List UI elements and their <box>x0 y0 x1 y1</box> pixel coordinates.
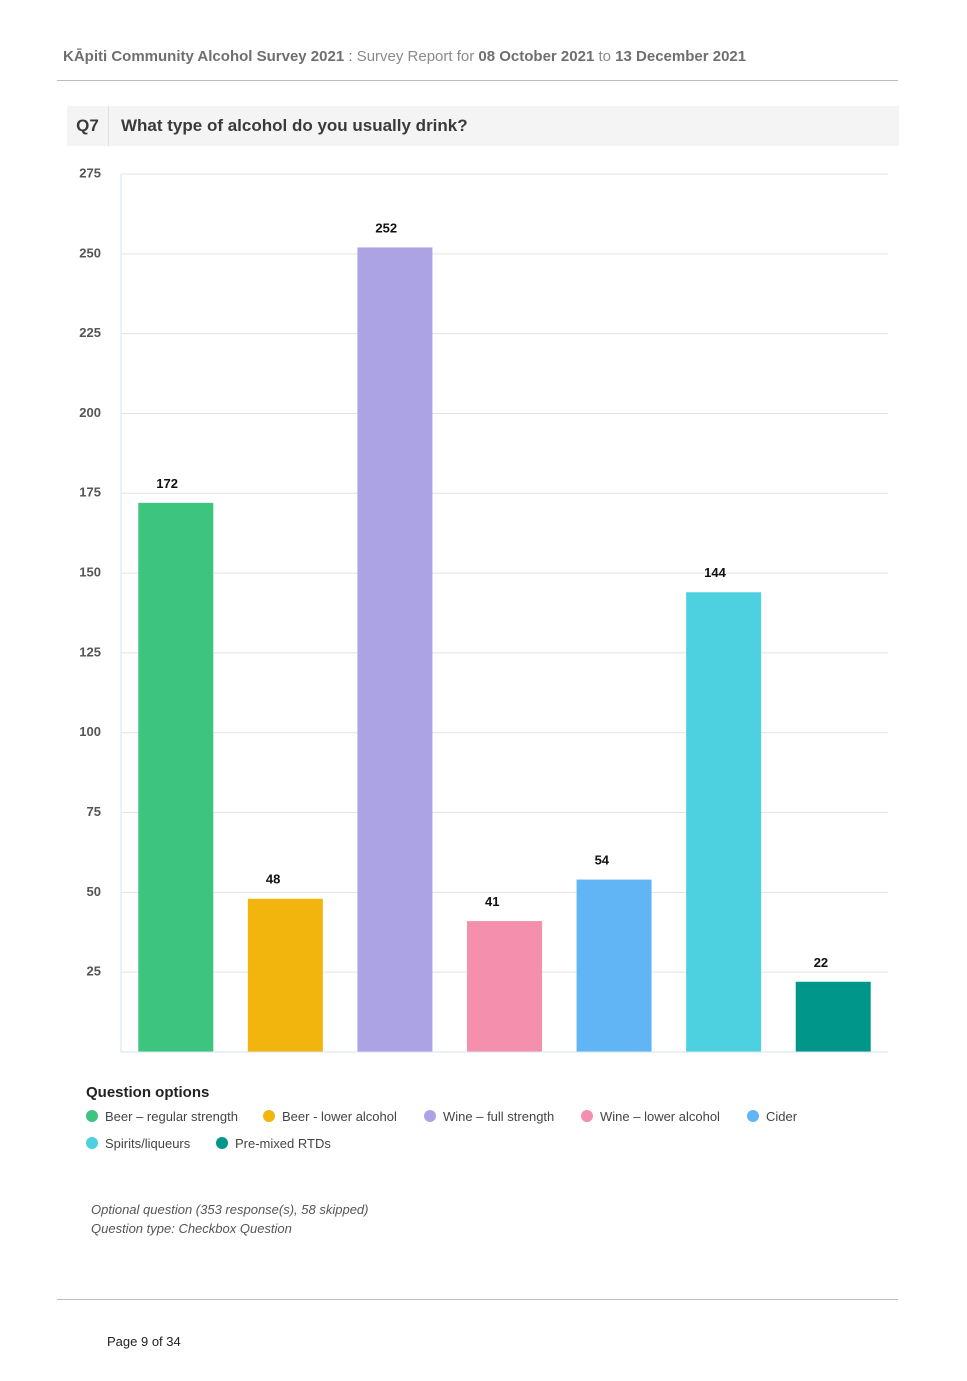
data-label-2: 48 <box>266 872 280 887</box>
y-axis-ticks: 25 50 75 100 125 150 175 200 225 250 275 <box>79 165 101 978</box>
legend-item: Pre-mixed RTDs <box>216 1135 331 1153</box>
legend-swatch <box>581 1110 593 1122</box>
legend-item: Beer - lower alcohol <box>263 1108 397 1126</box>
footer-divider <box>57 1299 898 1300</box>
legend-swatch <box>424 1110 436 1122</box>
header-separator: : <box>344 48 357 65</box>
y-tick-label: 275 <box>79 165 101 180</box>
bar-4 <box>467 921 542 1052</box>
legend-swatch <box>263 1110 275 1122</box>
y-tick-label: 150 <box>79 565 101 580</box>
y-tick-label: 75 <box>87 804 101 819</box>
chart-gridlines <box>121 173 888 973</box>
legend-label: Beer – regular strength <box>105 1109 238 1124</box>
legend-swatch <box>747 1110 759 1122</box>
page-number: Page 9 of 34 <box>107 1334 181 1349</box>
bar-2 <box>247 898 323 1052</box>
legend-swatch <box>86 1137 98 1149</box>
legend-label: Beer - lower alcohol <box>282 1109 397 1124</box>
report-label: Survey Report for <box>356 48 479 65</box>
chart-bars <box>138 247 871 1052</box>
legend-title: Question options <box>86 1084 210 1101</box>
data-label-4: 41 <box>485 894 499 909</box>
legend-label: Spirits/liqueurs <box>105 1136 191 1151</box>
bar-1 <box>138 502 214 1052</box>
legend-label: Wine – lower alcohol <box>600 1109 720 1124</box>
header-divider <box>57 80 898 81</box>
y-tick-label: 100 <box>79 724 101 739</box>
legend-label: Pre-mixed RTDs <box>235 1136 331 1151</box>
response-count-note: Optional question (353 response(s), 58 s… <box>91 1202 369 1217</box>
y-tick-label: 175 <box>79 485 101 500</box>
y-tick-label: 25 <box>87 964 101 979</box>
legend-item: Spirits/liqueurs <box>86 1135 190 1153</box>
question-text: What type of alcohol do you usually drin… <box>121 116 468 135</box>
survey-title: KĀpiti Community Alcohol Survey 2021 <box>63 48 345 65</box>
y-tick-label: 50 <box>87 884 101 899</box>
legend-label: Wine – full strength <box>443 1109 555 1124</box>
question-type-note: Question type: Checkbox Question <box>91 1221 292 1236</box>
y-tick-label: 125 <box>79 644 101 659</box>
bar-3 <box>357 247 433 1052</box>
legend-item: Wine – full strength <box>424 1108 554 1126</box>
legend-item: Cider <box>747 1108 797 1126</box>
data-label-6: 144 <box>704 565 726 580</box>
legend-item: Beer – regular strength <box>86 1108 238 1126</box>
data-label-5: 54 <box>595 853 610 868</box>
legend-swatch <box>216 1137 228 1149</box>
question-notes: Optional question (353 response(s), 58 s… <box>91 1200 369 1238</box>
y-tick-label: 200 <box>79 405 101 420</box>
question-number: Q7 <box>67 106 109 146</box>
data-label-3: 252 <box>375 220 397 235</box>
data-label-1: 172 <box>156 476 178 491</box>
data-labels: 172 48 252 41 54 144 22 <box>156 220 828 969</box>
question-bar: Q7 What type of alcohol do you usually d… <box>67 106 899 146</box>
bar-6 <box>686 592 762 1052</box>
legend-item: Wine – lower alcohol <box>581 1108 720 1126</box>
date-to: 13 December 2021 <box>615 48 747 65</box>
legend-label: Cider <box>766 1109 798 1124</box>
data-label-7: 22 <box>814 955 828 970</box>
bar-5 <box>576 879 652 1052</box>
y-tick-label: 225 <box>79 325 101 340</box>
legend-swatch <box>86 1110 98 1122</box>
y-tick-label: 250 <box>79 245 101 260</box>
date-from: 08 October 2021 <box>478 48 595 65</box>
date-to-label: to <box>594 48 616 65</box>
report-header: KĀpiti Community Alcohol Survey 2021 : S… <box>63 48 903 65</box>
bar-7 <box>795 981 871 1052</box>
